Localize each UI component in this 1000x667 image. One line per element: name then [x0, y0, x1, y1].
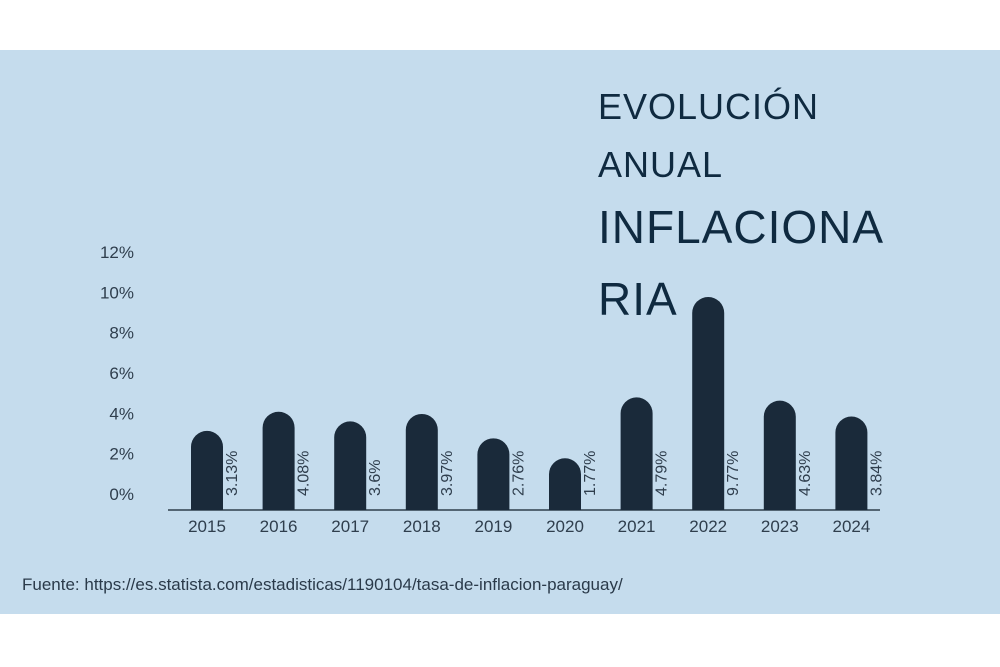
x-tick-label: 2018 — [403, 517, 441, 536]
title-line-3: INFLACIONA — [598, 201, 885, 253]
bar — [334, 421, 367, 510]
data-label: 4.63% — [797, 451, 814, 496]
bar — [549, 458, 581, 510]
x-tick-label: 2019 — [474, 517, 512, 536]
bar — [405, 413, 438, 510]
bar — [262, 411, 295, 510]
data-label: 3.97% — [439, 451, 456, 496]
slide-background: 0% 2% 4% 6% 8% 10% 12% 3.13% 2015 4.08% 2016 3.6% 20… — [0, 50, 1000, 614]
bar — [620, 397, 653, 510]
x-tick-label: 2017 — [331, 517, 369, 536]
data-label: 3.84% — [868, 451, 885, 496]
title-line-2: ANUAL — [598, 144, 724, 185]
x-tick-label: 2023 — [761, 517, 799, 536]
bar — [191, 430, 223, 510]
data-label: 2.76% — [510, 451, 527, 496]
y-tick-label: 4% — [109, 404, 134, 423]
y-tick-label: 6% — [109, 364, 134, 383]
data-label: 4.79% — [654, 451, 671, 496]
y-tick-label: 12% — [100, 243, 134, 262]
y-tick-label: 2% — [109, 445, 134, 464]
data-label: 4.08% — [296, 451, 313, 496]
data-label: 9.77% — [725, 451, 742, 496]
data-label: 3.6% — [367, 460, 384, 496]
data-label: 3.13% — [224, 451, 241, 496]
bar — [835, 416, 868, 510]
x-tick-label: 2024 — [832, 517, 870, 536]
title-line-4: RIA — [598, 273, 678, 325]
bar — [763, 400, 796, 510]
source-text: Fuente: https://es.statista.com/estadist… — [22, 575, 623, 594]
title-line-1: EVOLUCIÓN — [598, 86, 820, 127]
bar — [477, 438, 510, 510]
y-tick-label: 10% — [100, 283, 134, 302]
x-tick-label: 2015 — [188, 517, 226, 536]
x-tick-label: 2021 — [618, 517, 656, 536]
x-tick-label: 2022 — [689, 517, 727, 536]
bar — [692, 296, 725, 510]
x-tick-label: 2020 — [546, 517, 584, 536]
bar-chart: 0% 2% 4% 6% 8% 10% 12% 3.13% 2015 4.08% 2016 3.6% 20… — [100, 243, 885, 536]
x-tick-label: 2016 — [260, 517, 298, 536]
y-tick-label: 8% — [109, 324, 134, 343]
data-label: 1.77% — [582, 451, 599, 496]
y-tick-label: 0% — [109, 485, 134, 504]
